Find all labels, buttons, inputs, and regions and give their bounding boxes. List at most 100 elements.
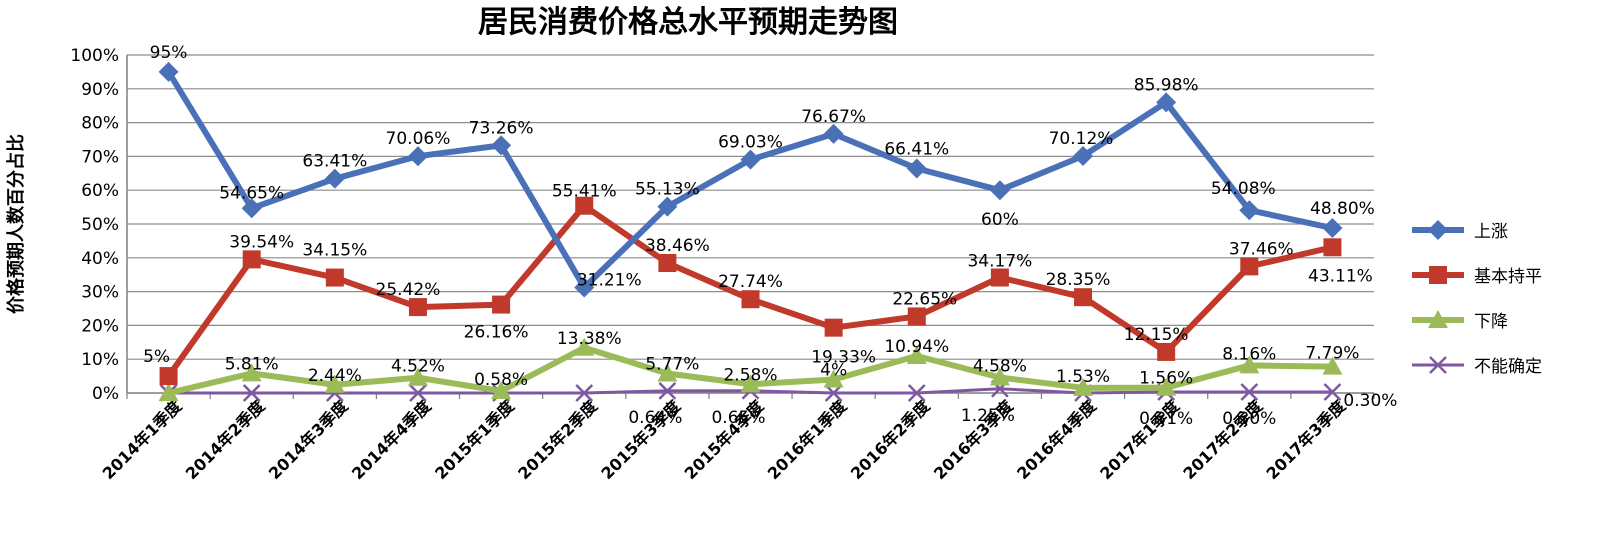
- data-label: 60%: [981, 210, 1019, 230]
- x-marker-stroke: [242, 384, 261, 402]
- data-point: [575, 196, 594, 215]
- data-label: 0.58%: [474, 370, 528, 390]
- data-point: [574, 277, 595, 298]
- data-point: [491, 381, 512, 400]
- data-label: 0.31%: [1139, 409, 1193, 429]
- data-label: 43.11%: [1308, 266, 1373, 286]
- series-0: [158, 61, 1343, 298]
- data-label: 2.44%: [308, 366, 362, 386]
- data-label: 13.38%: [557, 329, 622, 349]
- x-tick-label: 2016年1季度: [764, 396, 851, 483]
- y-tick-label: 40%: [81, 249, 119, 269]
- data-label: 66.41%: [884, 140, 949, 160]
- data-point: [325, 268, 344, 287]
- data-label: 70.12%: [1049, 129, 1114, 149]
- data-point: [740, 149, 761, 170]
- data-label: 0.30%: [1343, 391, 1397, 411]
- data-point: [1323, 238, 1342, 257]
- legend-item: 不能确定: [1412, 356, 1542, 377]
- x-tick-label: 2016年4季度: [1013, 396, 1100, 483]
- x-tick-label: 2014年3季度: [265, 396, 352, 483]
- data-label: 85.98%: [1134, 75, 1199, 95]
- data-point: [408, 298, 427, 317]
- data-label: 5.77%: [645, 354, 699, 374]
- data-point: [407, 146, 428, 167]
- data-point: [242, 384, 261, 402]
- data-point: [407, 367, 428, 386]
- x-tick-label: 2016年2季度: [847, 396, 934, 483]
- x-marker-stroke: [1240, 383, 1259, 401]
- data-point: [324, 374, 345, 393]
- data-point: [1322, 356, 1343, 375]
- data-point: [906, 158, 927, 179]
- data-point: [1323, 383, 1342, 401]
- data-point: [1156, 377, 1177, 396]
- data-label: 54.08%: [1211, 179, 1276, 199]
- x-marker-stroke: [907, 384, 926, 402]
- data-label: 1.25%: [961, 406, 1015, 426]
- data-point: [1073, 145, 1094, 166]
- data-point: [1239, 355, 1260, 374]
- data-point: [1428, 310, 1448, 328]
- data-point: [741, 290, 760, 309]
- data-label: 39.54%: [229, 232, 294, 252]
- data-point: [242, 250, 261, 269]
- y-tick-label: 10%: [81, 350, 119, 370]
- data-label: 4.58%: [973, 357, 1027, 377]
- y-tick-label: 30%: [81, 283, 119, 303]
- y-tick-label: 20%: [81, 316, 119, 336]
- data-label: 1.53%: [1056, 367, 1110, 387]
- data-point: [657, 363, 678, 382]
- y-tick-label: 90%: [81, 80, 119, 100]
- data-label: 70.06%: [386, 129, 451, 149]
- data-point: [1429, 266, 1447, 284]
- data-label: 22.65%: [892, 289, 957, 309]
- legend-label: 不能确定: [1474, 357, 1542, 377]
- x-tick-label: 2015年1季度: [431, 396, 518, 483]
- data-label: 95%: [150, 43, 188, 63]
- data-label: 5%: [143, 347, 170, 367]
- data-label: 34.15%: [302, 241, 367, 261]
- y-tick-label: 80%: [81, 114, 119, 134]
- data-point: [575, 384, 594, 402]
- data-label: 69.03%: [718, 133, 783, 153]
- x-tick-label: 2014年4季度: [348, 396, 435, 483]
- data-point: [906, 346, 927, 365]
- data-point: [823, 369, 844, 388]
- data-label: 27.74%: [718, 272, 783, 292]
- x-marker-stroke: [575, 384, 594, 402]
- x-tick-label: 2014年2季度: [182, 396, 269, 483]
- y-tick-label: 0%: [92, 384, 119, 404]
- data-point: [990, 268, 1009, 287]
- data-point: [241, 198, 262, 219]
- data-label: 55.13%: [635, 180, 700, 200]
- data-label: 38.46%: [645, 236, 710, 256]
- data-label: 37.46%: [1229, 239, 1294, 259]
- data-label: 10.94%: [884, 337, 949, 357]
- data-point: [1074, 288, 1093, 307]
- legend-item: 上涨: [1412, 220, 1508, 242]
- y-tick-label: 60%: [81, 181, 119, 201]
- data-point: [657, 196, 678, 217]
- data-label: 63.41%: [302, 152, 367, 172]
- data-point: [907, 384, 926, 402]
- legend-item: 基本持平: [1412, 266, 1542, 287]
- data-label: 1.56%: [1139, 369, 1193, 389]
- x-tick-label: 2014年1季度: [99, 396, 186, 483]
- data-point: [658, 254, 677, 273]
- data-label: 2.58%: [723, 365, 777, 385]
- data-label: 12.15%: [1124, 325, 1189, 345]
- data-label: 0.64%: [628, 408, 682, 428]
- data-label: 73.26%: [469, 118, 534, 138]
- x-marker-stroke: [409, 384, 427, 402]
- data-label: 25.42%: [376, 280, 441, 300]
- legend-label: 基本持平: [1474, 267, 1542, 287]
- data-point: [658, 381, 677, 400]
- data-point: [241, 363, 262, 382]
- series-1: [159, 196, 1342, 386]
- data-label: 31.21%: [577, 271, 642, 291]
- data-label: 34.17%: [967, 252, 1032, 272]
- data-label: 7.79%: [1305, 344, 1359, 364]
- data-label: 4%: [820, 360, 847, 380]
